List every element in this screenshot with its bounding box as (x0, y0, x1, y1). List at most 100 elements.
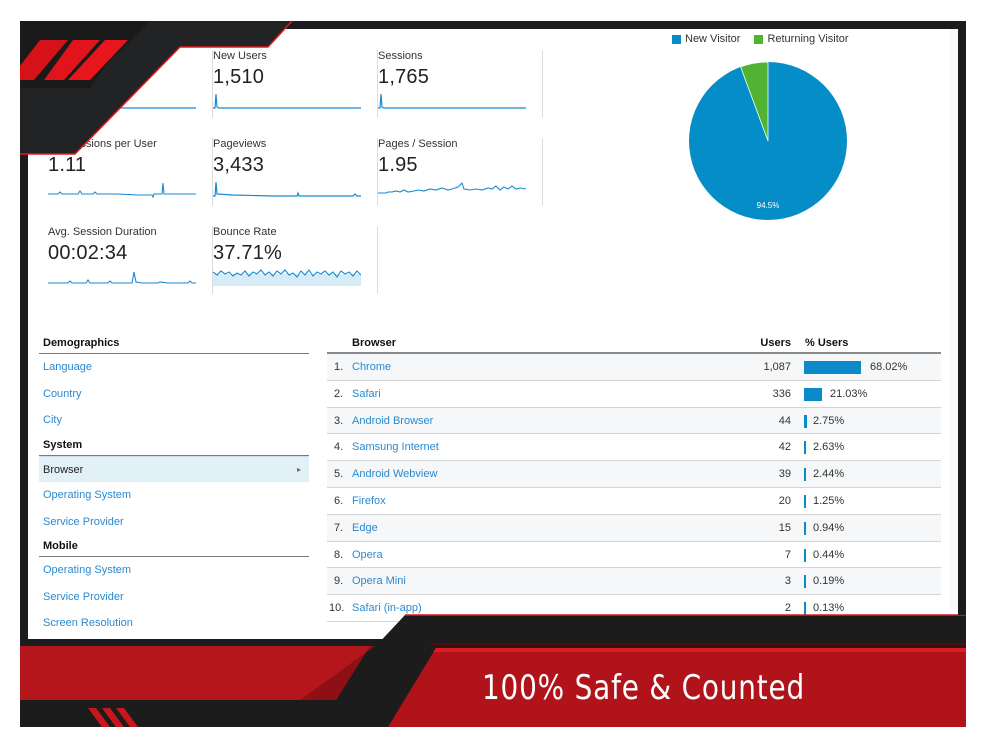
legend-swatch-icon (754, 34, 764, 44)
dimension-nav: Demographics Language Country City Syste… (39, 334, 309, 637)
nav-section-system: System (39, 436, 309, 456)
nav-item-screen-resolution[interactable]: Screen Resolution (43, 617, 133, 629)
metric-pages-per-session[interactable]: Pages / Session 1.95 (378, 138, 543, 206)
legend-new-visitor[interactable]: New Visitor (672, 33, 740, 45)
browser-link[interactable]: Samsung Internet (352, 441, 439, 454)
panel-edge (950, 29, 958, 609)
nav-item-language[interactable]: Language (43, 361, 92, 373)
nav-item-mobile-operating-system[interactable]: Operating System (43, 564, 132, 576)
pct-bar (804, 494, 806, 508)
legend-label: New Visitor (685, 33, 741, 45)
pct-bar (804, 548, 806, 562)
sparkline (378, 93, 526, 109)
pct-bar (804, 361, 861, 374)
users-value: 20 (778, 494, 791, 507)
pct-value: 0.13% (813, 602, 845, 615)
nav-item-service-provider[interactable]: Service Provider (43, 515, 124, 528)
nav-item-city[interactable]: City (43, 414, 62, 426)
nav-item-country[interactable]: Country (43, 387, 82, 400)
row-number: 7. (334, 521, 344, 534)
table-row: 5. Android Webview 39 2.44% (327, 461, 941, 488)
column-header-browser[interactable]: Browser (352, 337, 397, 349)
metric-avg-session-duration[interactable]: Avg. Session Duration 00:02:34 (48, 226, 213, 294)
row-number: 8. (334, 548, 344, 561)
nav-section-mobile: Mobile (39, 537, 309, 557)
pct-bar (804, 521, 806, 535)
metric-label: New Users (213, 50, 267, 62)
browser-link[interactable]: Opera (352, 548, 383, 561)
pct-bar (804, 602, 806, 616)
nav-item-browser[interactable]: Browser ▸ (39, 455, 309, 482)
table-row: 7. Edge 15 0.94% (327, 514, 941, 542)
pct-bar (804, 441, 806, 455)
metric-bounce-rate[interactable]: Bounce Rate 37.71% (213, 226, 378, 294)
row-number: 5. (334, 468, 344, 481)
pct-value: 21.03% (830, 387, 868, 400)
users-value: 15 (778, 521, 791, 534)
row-number: 1. (334, 361, 344, 373)
table-row: 8. Opera 7 0.44% (327, 542, 941, 569)
pie-slice-returning-visitor (740, 61, 769, 142)
metric-label: Sessions (378, 50, 423, 62)
pct-bar (804, 414, 807, 428)
legend-returning-visitor[interactable]: Returning Visitor (754, 33, 849, 45)
metric-users[interactable]: Users (48, 50, 213, 118)
row-number: 9. (334, 575, 344, 588)
sparkline (48, 182, 196, 198)
pie-legend: New Visitor Returning Visitor (672, 33, 849, 45)
users-value: 44 (778, 414, 791, 427)
browser-link[interactable]: Edge (352, 521, 378, 534)
metric-label: Pageviews (213, 138, 267, 150)
column-header-users[interactable]: Users (760, 337, 791, 349)
browser-link[interactable]: Safari (in-app) (352, 602, 422, 615)
table-header: Browser Users % Users (327, 334, 941, 354)
table-row: 10. Safari (in-app) 2 0.13% (327, 595, 941, 622)
pct-value: 0.44% (813, 548, 845, 561)
pct-value: 2.44% (813, 468, 845, 481)
row-number: 2. (334, 387, 344, 400)
legend-label: Returning Visitor (767, 33, 849, 45)
metric-value: 1.95 (378, 154, 418, 176)
visitor-pie-chart[interactable]: 94.5% (688, 60, 850, 222)
users-value: 39 (778, 468, 791, 481)
browser-table: Browser Users % Users 1. Chrome 1,087 68… (327, 334, 941, 622)
metric-new-users[interactable]: New Users 1,510 (213, 50, 378, 118)
pct-value: 0.94% (813, 521, 845, 534)
column-header-pct-users[interactable]: % Users (805, 337, 849, 349)
table-row: 6. Firefox 20 1.25% (327, 488, 941, 515)
metric-label: Users (48, 50, 77, 62)
browser-link[interactable]: Opera Mini (352, 575, 406, 588)
browser-link[interactable]: Android Webview (352, 468, 438, 481)
users-value: 42 (778, 441, 791, 454)
metric-value: 1,510 (213, 66, 265, 88)
table-row: 9. Opera Mini 3 0.19% (327, 568, 941, 596)
metric-value: 37.71% (213, 242, 283, 264)
sparkline (213, 93, 361, 109)
sparkline (378, 181, 526, 194)
row-number: 6. (334, 494, 344, 507)
metric-label: r of Sessions per User (48, 138, 157, 150)
metric-pageviews[interactable]: Pageviews 3,433 (213, 138, 378, 206)
row-number: 10. (329, 602, 345, 615)
table-row: 1. Chrome 1,087 68.02% (327, 354, 941, 381)
users-value: 7 (784, 548, 791, 561)
browser-link[interactable]: Firefox (352, 494, 386, 507)
row-number: 4. (334, 441, 344, 454)
nav-item-mobile-service-provider[interactable]: Service Provider (43, 590, 124, 603)
metric-sessions[interactable]: Sessions 1,765 (378, 50, 543, 118)
metric-sessions-per-user[interactable]: r of Sessions per User 1.11 (48, 138, 213, 206)
metric-label: Avg. Session Duration (48, 226, 157, 238)
chevron-right-icon: ▸ (296, 464, 301, 474)
pct-value: 0.19% (813, 575, 845, 588)
browser-link[interactable]: Android Browser (352, 414, 434, 427)
pct-bar (804, 575, 806, 589)
legend-swatch-icon (672, 34, 681, 44)
nav-item-operating-system[interactable]: Operating System (43, 489, 132, 501)
nav-section-demographics: Demographics (39, 334, 309, 354)
table-row: 4. Samsung Internet 42 2.63% (327, 434, 941, 462)
pct-value: 2.75% (813, 414, 845, 427)
browser-link[interactable]: Chrome (352, 361, 392, 373)
browser-link[interactable]: Safari (352, 387, 381, 400)
metric-label: Pages / Session (378, 138, 458, 150)
metric-value: 3,433 (213, 154, 265, 176)
